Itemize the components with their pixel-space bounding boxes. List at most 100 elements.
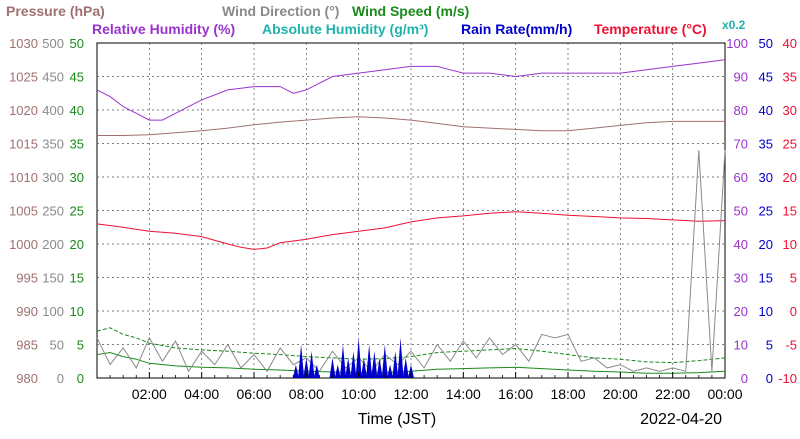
temperature-tick-label: 10 (783, 237, 797, 252)
x-axis: 02:00 04:00 06:00 08:00 10:00 12:00 14:00 16:00… (109, 372, 743, 428)
rain-tick-label: 45 (759, 70, 773, 85)
rain-tick-label: 40 (759, 103, 773, 118)
wind_speed-tick-label: 40 (70, 103, 84, 118)
x-tick-label: 18:00 (550, 386, 585, 402)
temperature-tick-label: 20 (783, 170, 797, 185)
humidity-tick-label: 30 (734, 271, 748, 286)
rain-bar (350, 351, 357, 378)
pressure-tick-label: 1010 (9, 170, 38, 185)
wind_speed-tick-label: 50 (70, 36, 84, 51)
rain-tick-label: 30 (759, 170, 773, 185)
rain-bar (355, 337, 362, 378)
humidity-tick-label: 0 (741, 371, 748, 386)
humidity-tick-label: 40 (734, 237, 748, 252)
temperature-tick-label: 35 (783, 70, 797, 85)
rain-bar (329, 357, 336, 378)
temperature-tick-label: 40 (783, 36, 797, 51)
rain-bar (402, 357, 409, 378)
humidity-tick-label: 10 (734, 338, 748, 353)
temperature-tick-label: 15 (783, 204, 797, 219)
rain-tick-label: 35 (759, 137, 773, 152)
temperature-tick-label: 5 (790, 271, 797, 286)
pressure-tick-label: 1000 (9, 237, 38, 252)
series-wind-direction (96, 150, 726, 373)
humidity-tick-label: 90 (734, 70, 748, 85)
rain-bar (408, 364, 414, 378)
rain-tick-label: 5 (766, 338, 773, 353)
humidity-tick-label: 70 (734, 137, 748, 152)
pressure-tick-label: 1030 (9, 36, 38, 51)
rain-tick-label: 50 (759, 36, 773, 51)
rain-bar (298, 344, 305, 378)
wind_speed-tick-label: 35 (70, 137, 84, 152)
x-tick-label: 02:00 (132, 386, 167, 402)
legend-rain-rate-mm-h: Rain Rate(mm/h) (461, 21, 572, 37)
series-wind-speed-m-s-gust (96, 327, 726, 364)
rain-bar (376, 357, 383, 378)
axis-labels: 9809859909951000100510101015102010251030… (9, 36, 797, 386)
chart-legend: Pressure (hPa) Wind Direction (°) Wind Spe… (6, 3, 746, 37)
pressure-tick-label: 980 (16, 371, 38, 386)
x-tick-label: 16:00 (498, 386, 533, 402)
rain-tick-label: 10 (759, 304, 773, 319)
wind_speed-tick-label: 15 (70, 271, 84, 286)
wind_speed-tick-label: 25 (70, 204, 84, 219)
wind_direction-tick-label: 100 (42, 304, 64, 319)
x-axis-date: 2022-04-20 (640, 411, 722, 428)
pressure-tick-label: 1005 (9, 204, 38, 219)
x-axis-title: Time (JST) (358, 411, 437, 428)
rain-bar (387, 364, 394, 378)
rain-bar (392, 351, 399, 378)
humidity-tick-label: 60 (734, 170, 748, 185)
rain-bar (360, 357, 367, 378)
legend-wind-speed-m-s: Wind Speed (m/s) (352, 3, 469, 19)
temperature-tick-label: -10 (778, 371, 797, 386)
humidity-tick-label: 80 (734, 103, 748, 118)
rain-bar (366, 344, 373, 378)
x-tick-label: 00:00 (707, 386, 742, 402)
x-tick-label: 08:00 (289, 386, 324, 402)
temperature-tick-label: 30 (783, 103, 797, 118)
series-pressure-hpa (97, 116, 725, 136)
wind_direction-tick-label: 150 (42, 271, 64, 286)
rain-bar (334, 364, 341, 378)
wind_direction-tick-label: 200 (42, 237, 64, 252)
rain-tick-label: 20 (759, 237, 773, 252)
wind_speed-tick-label: 10 (70, 304, 84, 319)
pressure-tick-label: 995 (16, 271, 38, 286)
wind_speed-tick-label: 20 (70, 237, 84, 252)
rain-bar (303, 357, 310, 378)
temperature-tick-label: -5 (785, 338, 797, 353)
pressure-tick-label: 1020 (9, 103, 38, 118)
series-temperature-c (96, 211, 726, 250)
wind_speed-tick-label: 30 (70, 170, 84, 185)
humidity-tick-label: 100 (726, 36, 748, 51)
legend-pressure-hpa: Pressure (hPa) (6, 3, 105, 19)
series-relative-humidity (96, 59, 726, 121)
wind_speed-tick-label: 5 (77, 338, 84, 353)
x-tick-label: 20:00 (603, 386, 638, 402)
wind_direction-tick-label: 350 (42, 137, 64, 152)
pressure-tick-label: 1015 (9, 137, 38, 152)
rain-tick-label: 0 (766, 371, 773, 386)
x-tick-label: 06:00 (236, 386, 271, 402)
wind_speed-tick-label: 45 (70, 70, 84, 85)
wind_direction-tick-label: 450 (42, 70, 64, 85)
rain-tick-label: 25 (759, 204, 773, 219)
wind_direction-tick-label: 300 (42, 170, 64, 185)
rain-bar (292, 364, 299, 378)
wind_direction-tick-label: 0 (57, 371, 64, 386)
pressure-tick-label: 985 (16, 338, 38, 353)
rain-bar (339, 344, 346, 378)
x-tick-label: 10:00 (341, 386, 376, 402)
legend-temperature-c: Temperature (°C) (594, 21, 707, 37)
rain-bar (371, 351, 378, 378)
rain-tick-label: 15 (759, 271, 773, 286)
series-rain-rate-mm-h (292, 337, 414, 378)
temperature-tick-label: 25 (783, 137, 797, 152)
x-tick-label: 14:00 (446, 386, 481, 402)
humidity-tick-label: 50 (734, 204, 748, 219)
x-tick-label: 22:00 (655, 386, 690, 402)
rain-bar (345, 357, 352, 378)
